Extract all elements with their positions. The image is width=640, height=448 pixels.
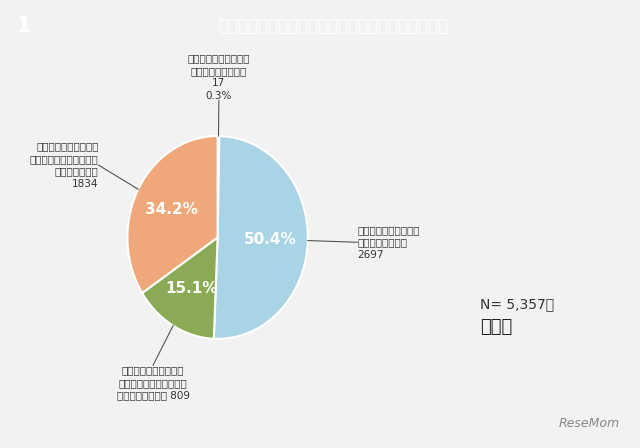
Text: 学校生活及び登下校の
双方において保護者等が
付添わない人数
1834: 学校生活及び登下校の 双方において保護者等が 付添わない人数 1834 <box>30 142 99 189</box>
Text: 1: 1 <box>17 16 31 36</box>
Text: 通学生: 通学生 <box>480 318 512 336</box>
Polygon shape <box>218 136 220 237</box>
Polygon shape <box>214 136 308 339</box>
Text: 学校生活及び登下校の
双方において保護者等が
付添っている人数 809: 学校生活及び登下校の 双方において保護者等が 付添っている人数 809 <box>116 365 189 400</box>
Text: 登下校のみ保護者等が
付添っている人数
2697: 登下校のみ保護者等が 付添っている人数 2697 <box>357 225 420 260</box>
Text: ReseMom: ReseMom <box>559 417 620 430</box>
Text: 学校生活及び登下校における保護者等の付添い人数: 学校生活及び登下校における保護者等の付添い人数 <box>218 17 448 35</box>
Text: 学校生活のみ保護者等
が付添っている人数
17
0.3%: 学校生活のみ保護者等 が付添っている人数 17 0.3% <box>188 53 250 100</box>
Polygon shape <box>127 136 218 293</box>
Text: 15.1%: 15.1% <box>166 281 218 296</box>
Text: N= 5,357人: N= 5,357人 <box>480 297 554 311</box>
Polygon shape <box>142 237 218 339</box>
Text: 34.2%: 34.2% <box>145 202 198 217</box>
Text: 50.4%: 50.4% <box>243 232 296 247</box>
